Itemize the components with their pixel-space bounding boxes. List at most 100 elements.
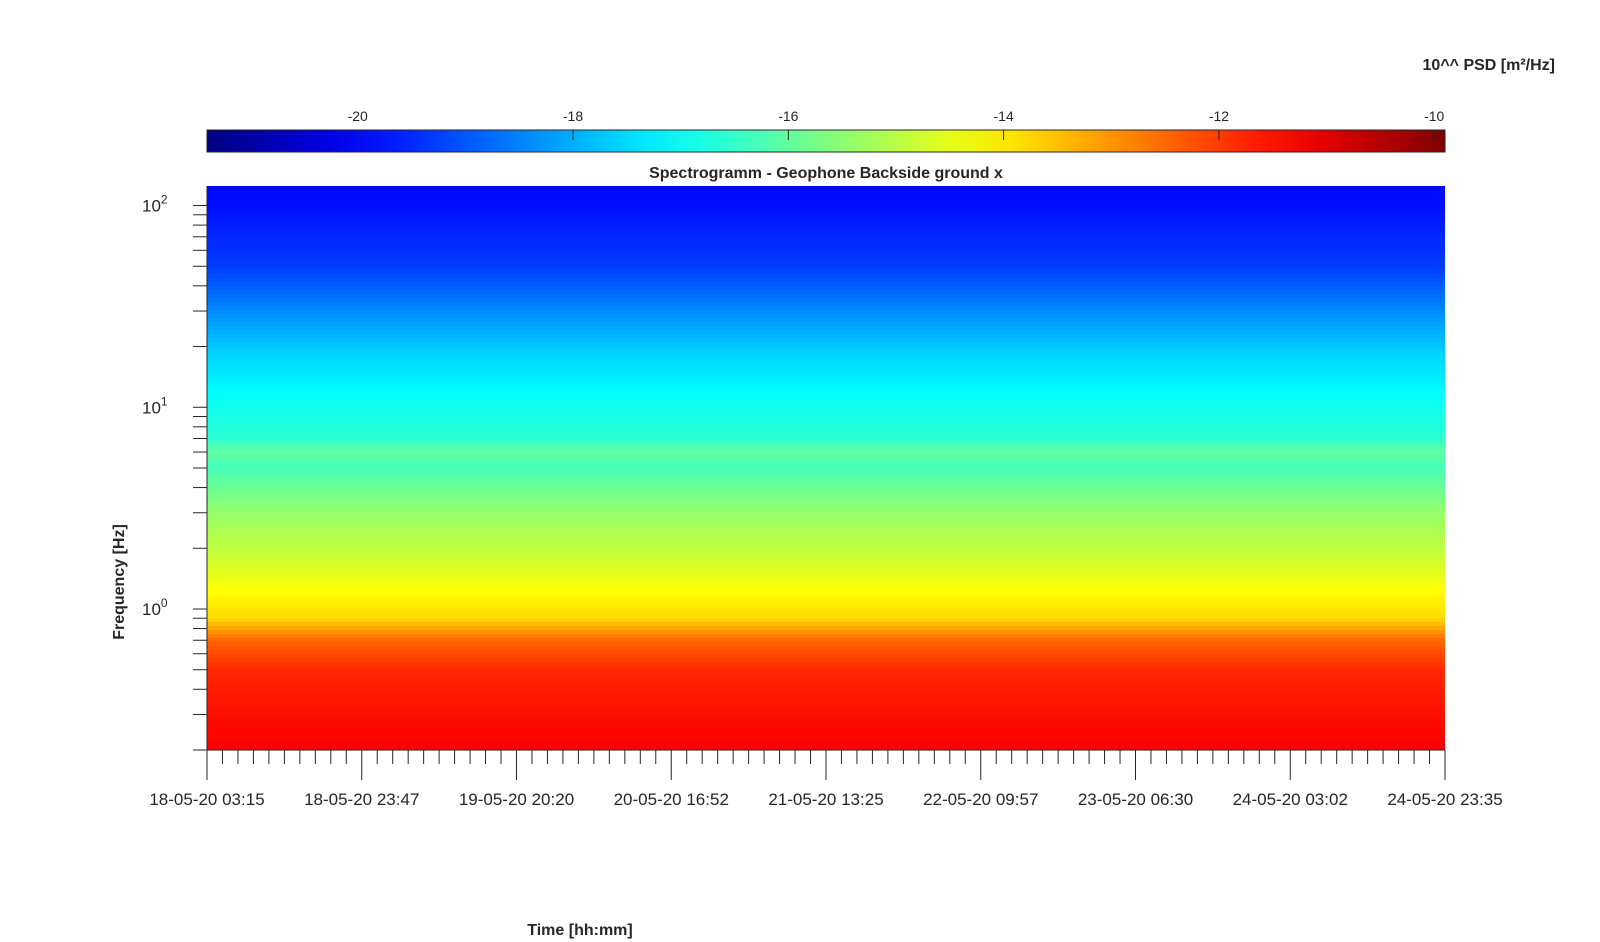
spectrogram-band [207,458,1445,463]
colorbar-tick-label: -20 [348,108,368,124]
spectrogram-band [207,326,1445,331]
spectrogram-band [207,198,1445,203]
spectrogram-band [207,514,1445,519]
spectrogram-band [207,586,1445,591]
x-tick-label: 21-05-20 13:25 [768,790,883,809]
spectrogram-band [207,734,1445,739]
spectrogram-band [207,546,1445,551]
spectrogram-band [207,574,1445,579]
spectrogram-band [207,646,1445,651]
y-tick-label: 100 [142,596,168,619]
spectrogram-band [207,398,1445,403]
spectrogram-band [207,662,1445,667]
spectrogram-band [207,594,1445,599]
spectrogram-band [207,426,1445,431]
spectrogram-band [207,330,1445,335]
spectrogram-band [207,522,1445,527]
spectrogram-band [207,474,1445,479]
spectrogram-band [207,578,1445,583]
spectrogram-band [207,678,1445,683]
spectrogram-band [207,450,1445,455]
spectrogram-band [207,238,1445,243]
spectrogram-band [207,622,1445,627]
spectrogram-band [207,462,1445,467]
spectrogram-band [207,318,1445,323]
spectrogram-band [207,406,1445,411]
x-axis: 18-05-20 03:15 18-05-20 23:47 19-05-20 20:… [149,749,1503,809]
x-tick-label: 18-05-20 03:15 [149,790,264,809]
x-tick-label: 23-05-20 06:30 [1078,790,1193,809]
spectrogram-band [207,518,1445,523]
spectrogram-band [207,630,1445,635]
spectrogram-band [207,374,1445,379]
spectrogram-band [207,506,1445,511]
spectrogram-band [207,742,1445,747]
spectrogram-band [207,246,1445,251]
spectrogram-band [207,370,1445,375]
x-tick-label: 24-05-20 23:35 [1387,790,1502,809]
spectrogram-band [207,702,1445,707]
spectrogram-band [207,322,1445,327]
spectrogram-band [207,250,1445,255]
spectrogram-band [207,602,1445,607]
spectrogram-band [207,682,1445,687]
spectrogram-band [207,390,1445,395]
spectrogram-band [207,466,1445,471]
spectrogram-band [207,310,1445,315]
spectrogram-band [207,714,1445,719]
spectrogram-band [207,442,1445,447]
spectrogram-band [207,610,1445,615]
spectrogram-band [207,570,1445,575]
spectrogram-band [207,242,1445,247]
spectrogram-band [207,642,1445,647]
spectrogram-band [207,670,1445,675]
spectrogram-band [207,262,1445,267]
spectrogram-band [207,402,1445,407]
spectrogram-band [207,530,1445,535]
colorbar-tick-label: -18 [563,108,583,124]
y-axis-label: Frequency [Hz] [111,524,128,640]
chart-title: Spectrogramm - Geophone Backside ground … [649,165,1003,182]
spectrogram-band [207,638,1445,643]
spectrogram-band [207,218,1445,223]
spectrogram-band [207,590,1445,595]
colorbar-tick-label: -12 [1209,108,1229,124]
spectrogram-band [207,694,1445,699]
spectrogram-band [207,350,1445,355]
spectrogram-band [207,470,1445,475]
x-tick-label: 22-05-20 09:57 [923,790,1038,809]
spectrogram-band [207,422,1445,427]
spectrogram-band [207,202,1445,207]
x-tick-label: 24-05-20 03:02 [1233,790,1348,809]
colorbar-ticks: -20 -18 -16 -14 -12 -10 [348,108,1445,140]
spectrogram-band [207,302,1445,307]
spectrogram-band [207,478,1445,483]
spectrogram-band [207,718,1445,723]
spectrogram-band [207,206,1445,211]
spectrogram-band [207,222,1445,227]
spectrogram-band [207,410,1445,415]
spectrogram-band [207,358,1445,363]
spectrogram-band [207,190,1445,195]
spectrogram-band [207,550,1445,555]
spectrogram-band [207,334,1445,339]
spectrogram-band [207,526,1445,531]
y-tick-label: 102 [142,193,168,216]
spectrogram-band [207,674,1445,679]
spectrogram-band [207,362,1445,367]
colorbar-tick-label: -14 [994,108,1014,124]
spectrogram-band [207,494,1445,499]
spectrogram-band [207,566,1445,571]
spectrogram-band [207,746,1445,750]
spectrogram-band [207,226,1445,231]
spectrogram-band [207,626,1445,631]
spectrogram-band [207,338,1445,343]
spectrogram-band [207,502,1445,507]
spectrogram-band [207,534,1445,539]
spectrogram-band [207,738,1445,743]
y-axis: 100 101 102 [142,186,208,751]
spectrogram-band [207,282,1445,287]
spectrogram-band [207,614,1445,619]
y-tick-label: 101 [142,394,168,417]
